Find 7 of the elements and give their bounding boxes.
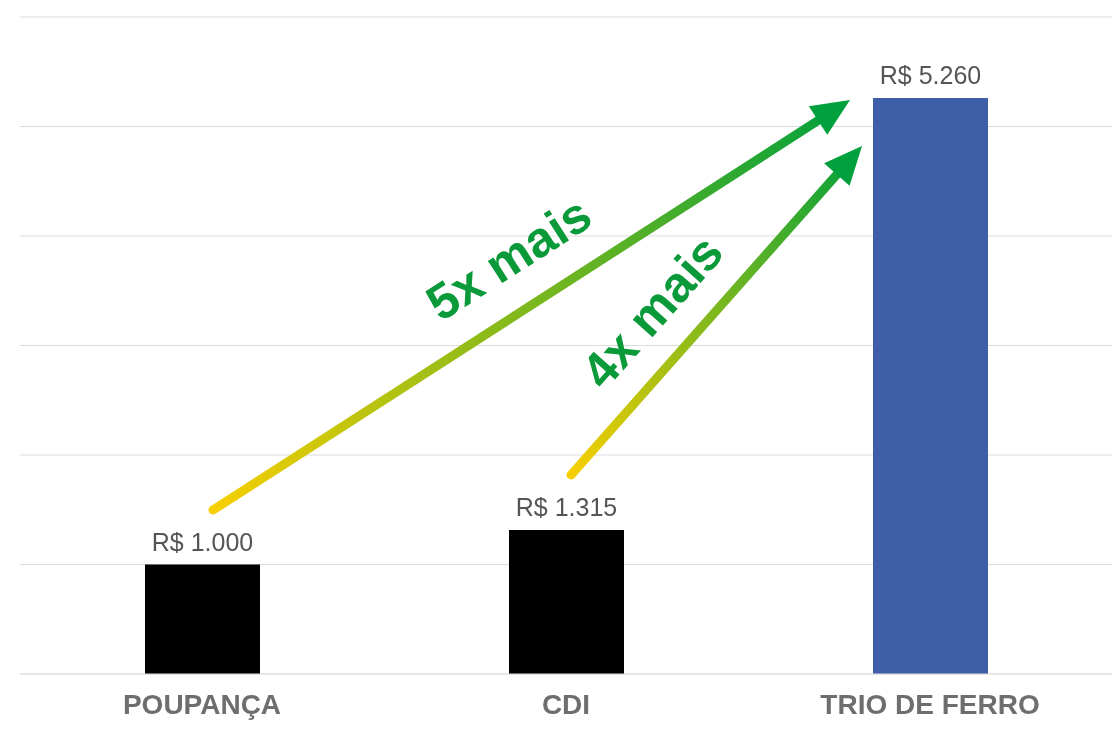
x-tick-label: CDI — [541, 688, 591, 720]
annotation: 5x mais — [416, 185, 602, 332]
data-label: R$ 1.315 — [515, 493, 618, 522]
x-tick-label: POUPANÇA — [122, 688, 282, 720]
data-label: R$ 1.000 — [151, 527, 254, 556]
data-label: R$ 5.260 — [879, 61, 982, 90]
x-tick-label: TRIO DE FERRO — [820, 688, 1040, 720]
